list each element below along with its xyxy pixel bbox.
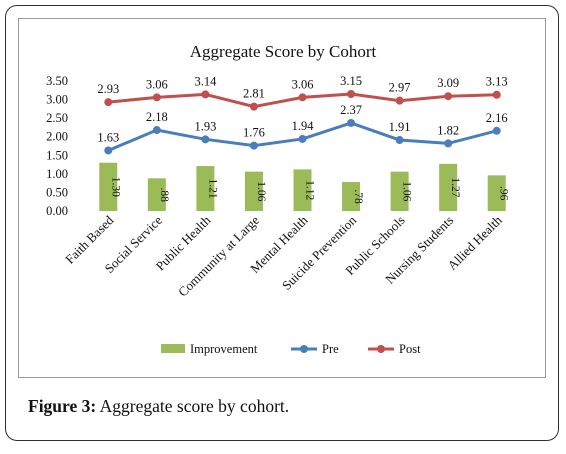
legend-marker-pre (300, 345, 308, 353)
bar-data-label: .78 (352, 189, 364, 204)
y-tick-label: 0.50 (46, 185, 68, 199)
bar-data-label: 1.30 (109, 177, 121, 197)
line-data-label: 3.06 (146, 77, 168, 91)
point-pre (492, 126, 501, 135)
y-tick-label: 2.00 (46, 130, 68, 144)
bar-improvement (439, 163, 458, 211)
bar-data-label: 1.21 (206, 178, 218, 198)
bar-improvement (487, 175, 506, 211)
bar-data-label: .96 (498, 186, 510, 201)
line-data-label: 3.13 (486, 75, 508, 89)
x-tick-label: Community at Large (175, 212, 262, 299)
point-pre (298, 134, 307, 143)
line-data-label: 3.14 (194, 74, 217, 88)
y-tick-label: 1.50 (46, 148, 68, 162)
line-data-label: 2.97 (389, 81, 411, 95)
y-tick-label: 3.00 (46, 93, 68, 107)
line-data-label: 1.94 (292, 119, 315, 133)
legend-marker-post (377, 345, 385, 353)
point-pre (444, 139, 453, 148)
point-post (104, 98, 113, 107)
point-pre (104, 146, 113, 155)
caption-label: Figure 3: (28, 396, 97, 416)
point-post (152, 93, 161, 102)
figure-frame: Aggregate Score by Cohort 0.00 0.50 1.00 1.5… (5, 5, 559, 441)
legend-swatch-improvement (161, 344, 185, 353)
line-data-label: 1.91 (389, 120, 411, 134)
point-post (201, 90, 210, 99)
point-pre (249, 141, 258, 150)
bar-data-label: 1.06 (255, 181, 267, 201)
bar-improvement (196, 166, 215, 211)
legend-label: Post (399, 342, 421, 356)
line-data-label: 3.15 (340, 74, 362, 88)
point-post (347, 90, 356, 98)
point-pre (395, 136, 404, 145)
point-pre (201, 135, 210, 144)
line-data-label: 1.93 (194, 119, 216, 133)
bar-improvement (244, 171, 263, 211)
point-pre (152, 126, 161, 135)
chart-title: Aggregate Score by Cohort (190, 42, 377, 61)
bar-data-label: .88 (158, 187, 170, 202)
legend-label: Pre (322, 342, 339, 356)
line-data-label: 2.93 (97, 82, 119, 96)
legend-label: Improvement (190, 342, 258, 356)
bar-improvement (342, 182, 361, 211)
line-data-label: 2.37 (340, 103, 362, 117)
chart-svg: Aggregate Score by Cohort 0.00 0.50 1.00 1.5… (46, 42, 510, 356)
y-tick-label: 0.00 (46, 204, 68, 218)
line-data-label: 2.16 (486, 111, 508, 125)
line-data-label: 1.82 (437, 123, 459, 137)
caption-text: Aggregate score by cohort. (96, 396, 290, 416)
line-data-label: 2.81 (243, 87, 265, 101)
point-post (492, 90, 501, 99)
line-data-label: 2.18 (146, 110, 168, 124)
bar-data-label: 1.12 (304, 180, 316, 200)
point-post (395, 96, 404, 105)
y-tick-label: 1.00 (46, 167, 68, 181)
bar-data-label: 1.06 (401, 181, 413, 201)
point-pre (347, 118, 356, 127)
line-data-label: 3.06 (292, 77, 314, 91)
bar-improvement (390, 171, 409, 211)
bar-improvement (147, 178, 166, 211)
figure-caption: Figure 3: Aggregate score by cohort. (28, 396, 289, 417)
bar-improvement (99, 162, 118, 211)
bar-improvement (293, 169, 312, 211)
y-tick-label: 2.50 (46, 111, 68, 125)
bar-data-label: 1.27 (449, 177, 461, 197)
line-data-label: 1.63 (97, 130, 119, 144)
line-data-label: 1.76 (243, 126, 265, 140)
point-post (298, 93, 307, 102)
point-post (444, 92, 453, 101)
line-data-label: 3.09 (437, 76, 459, 90)
y-tick-label: 3.50 (46, 74, 68, 88)
point-post (249, 102, 258, 111)
